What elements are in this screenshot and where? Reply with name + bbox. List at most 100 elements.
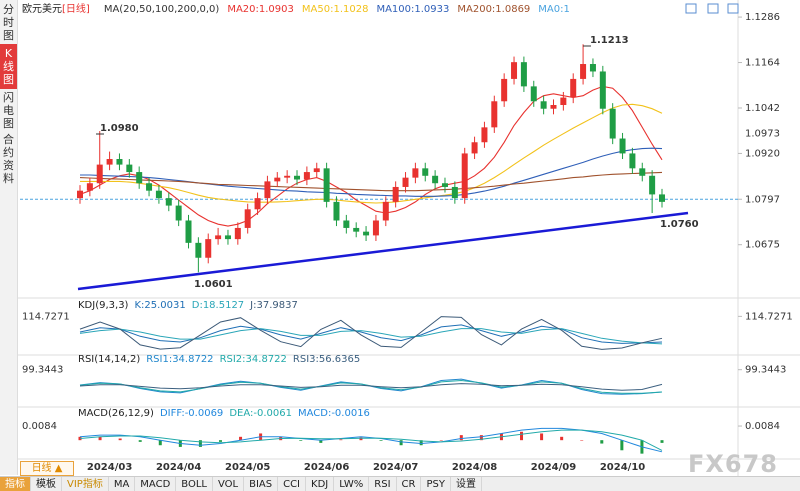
toolbar-button[interactable]: KDJ <box>306 477 335 491</box>
macd-bar <box>600 440 604 444</box>
candle-body <box>244 209 251 228</box>
macd-bar <box>419 440 423 446</box>
macd-bar <box>620 440 624 451</box>
toolbar-button[interactable]: RSI <box>369 477 397 491</box>
candle-body <box>116 159 123 165</box>
candle-body <box>323 168 330 202</box>
watermark: FX678 <box>688 450 778 478</box>
candle-body <box>422 168 429 176</box>
toolbar-icon[interactable] <box>727 3 739 14</box>
toolbar-button[interactable]: VOL <box>213 477 245 491</box>
sidebar-tab[interactable]: 合约资料 <box>3 133 14 185</box>
macd-bar <box>198 440 202 447</box>
toolbar-button[interactable]: LW% <box>334 477 370 491</box>
macd-bar <box>540 433 544 441</box>
candle-body <box>629 153 636 169</box>
candle-body <box>501 78 508 102</box>
toolbar-button[interactable]: CCI <box>278 477 307 491</box>
toolbar-button[interactable]: MA <box>109 477 136 491</box>
macd-bar <box>479 435 483 441</box>
macd-bar <box>580 440 584 441</box>
candle-body <box>284 175 291 178</box>
y-tick-label: 1.1286 <box>745 12 780 23</box>
indicator-line <box>79 324 663 344</box>
toolbar-icon[interactable] <box>685 3 697 14</box>
high-low-annotation: 1.1213 <box>590 35 629 46</box>
candle-body <box>205 239 212 258</box>
candle-body <box>511 62 518 79</box>
period-selector[interactable]: 日线 ▲ <box>20 461 74 476</box>
candle-body <box>599 71 606 109</box>
candle-body <box>550 105 557 109</box>
toolbar-button[interactable]: VIP指标 <box>62 477 109 491</box>
candle-body <box>136 172 143 184</box>
macd-bar <box>319 440 323 443</box>
chart-title: 欧元美元 <box>22 2 62 15</box>
candle-body <box>175 205 182 221</box>
toolbar-button[interactable]: MACD <box>135 477 177 491</box>
candle-body <box>165 198 172 206</box>
macd-bar <box>459 435 463 441</box>
y-tick-label: 1.1042 <box>745 103 780 114</box>
macd-bar <box>359 437 363 441</box>
candle-body <box>392 186 399 202</box>
legend-entry: DEA:-0.0061 <box>229 408 292 419</box>
candle-body <box>441 183 448 187</box>
toolbar-button[interactable]: CR <box>397 477 422 491</box>
candle-body <box>86 183 93 191</box>
macd-bar <box>138 440 142 442</box>
toolbar-button[interactable]: 模板 <box>31 477 62 491</box>
candle-body <box>382 201 389 221</box>
macd-bar <box>439 440 443 441</box>
candle-body <box>570 78 577 98</box>
sidebar-tab[interactable]: 分时图 <box>3 3 14 42</box>
panel-title: MACD(26,12,9) <box>78 408 154 419</box>
macd-bar <box>520 431 524 441</box>
candle-body <box>471 142 478 154</box>
y-tick-label: 114.7271 <box>745 311 793 322</box>
candle-body <box>234 227 241 240</box>
toolbar-button[interactable]: PSY <box>421 477 451 491</box>
legend-entry: RSI2:34.8722 <box>220 354 287 365</box>
macd-bar <box>98 436 102 441</box>
legend: 欧元美元[日线] MA(20,50,100,200,0,0) MA20:1.0903… <box>22 2 570 15</box>
macd-bar <box>239 436 243 441</box>
candle-body <box>589 64 596 72</box>
candle-body <box>106 159 113 165</box>
x-tick-label: 2024/09 <box>531 462 576 473</box>
candle-body <box>451 186 458 199</box>
toolbar-icon[interactable] <box>707 3 719 14</box>
macd-bar <box>399 440 403 446</box>
y-tick-label: 1.0920 <box>745 148 780 159</box>
candle-body <box>155 190 162 199</box>
sidebar-tab[interactable]: 闪电图 <box>3 91 14 130</box>
candle-body <box>146 183 153 191</box>
legend-entry: MA200:1.0869 <box>457 4 530 15</box>
toolbar-button[interactable]: 设置 <box>451 477 482 491</box>
candle-body <box>481 127 488 143</box>
candle-body <box>580 64 587 79</box>
legend-entry: RSI1:34.8722 <box>146 354 213 365</box>
toolbar-button[interactable]: 指标 <box>0 477 31 491</box>
macd-bar <box>379 440 383 441</box>
sidebar-tab[interactable]: K线图 <box>0 44 17 89</box>
y-tick-label: 1.1164 <box>745 58 780 69</box>
legend-entry: MACD:-0.0016 <box>298 408 370 419</box>
toolbar-button[interactable]: BOLL <box>176 477 213 491</box>
candle-body <box>333 201 340 221</box>
x-tick-label: 2024/03 <box>87 462 132 473</box>
legend-entry: DIFF:-0.0069 <box>160 408 223 419</box>
x-tick-label: 2024/08 <box>452 462 497 473</box>
panel-title: RSI(14,14,2) <box>78 354 140 365</box>
candle-body <box>343 220 350 228</box>
macd-bar <box>299 440 303 441</box>
legend-entry: MA0:1 <box>538 4 570 15</box>
indicator-line <box>79 316 663 350</box>
candle-body <box>303 172 310 180</box>
x-tick-label: 2024/07 <box>373 462 418 473</box>
macd-bar <box>118 438 122 441</box>
moving-average-line <box>79 171 663 192</box>
toolbar-button[interactable]: BIAS <box>244 477 279 491</box>
candle-body <box>372 220 379 236</box>
